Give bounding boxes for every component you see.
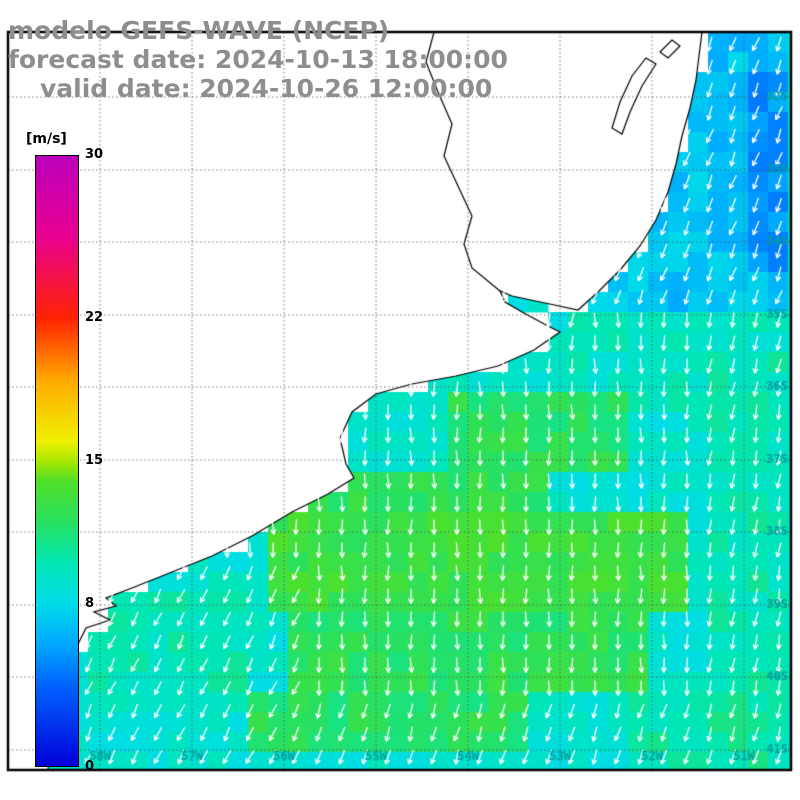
model-title: modelo GEFS-WAVE (NCEP) bbox=[8, 16, 390, 45]
colorbar-unit-label: [m/s] bbox=[26, 131, 67, 147]
valid-date-line: valid date: 2024-10-26 12:00:00 bbox=[40, 74, 493, 103]
colorbar-gradient bbox=[35, 155, 79, 767]
colorbar-tick-0: 0 bbox=[85, 759, 95, 774]
colorbar-tick-22: 22 bbox=[85, 310, 104, 326]
colorbar-tick-30: 30 bbox=[85, 147, 104, 162]
colorbar-tick-8: 8 bbox=[85, 595, 95, 611]
forecast-date-line: forecast date: 2024-10-13 18:00:00 bbox=[8, 45, 508, 74]
colorbar-tick-15: 15 bbox=[85, 453, 104, 468]
